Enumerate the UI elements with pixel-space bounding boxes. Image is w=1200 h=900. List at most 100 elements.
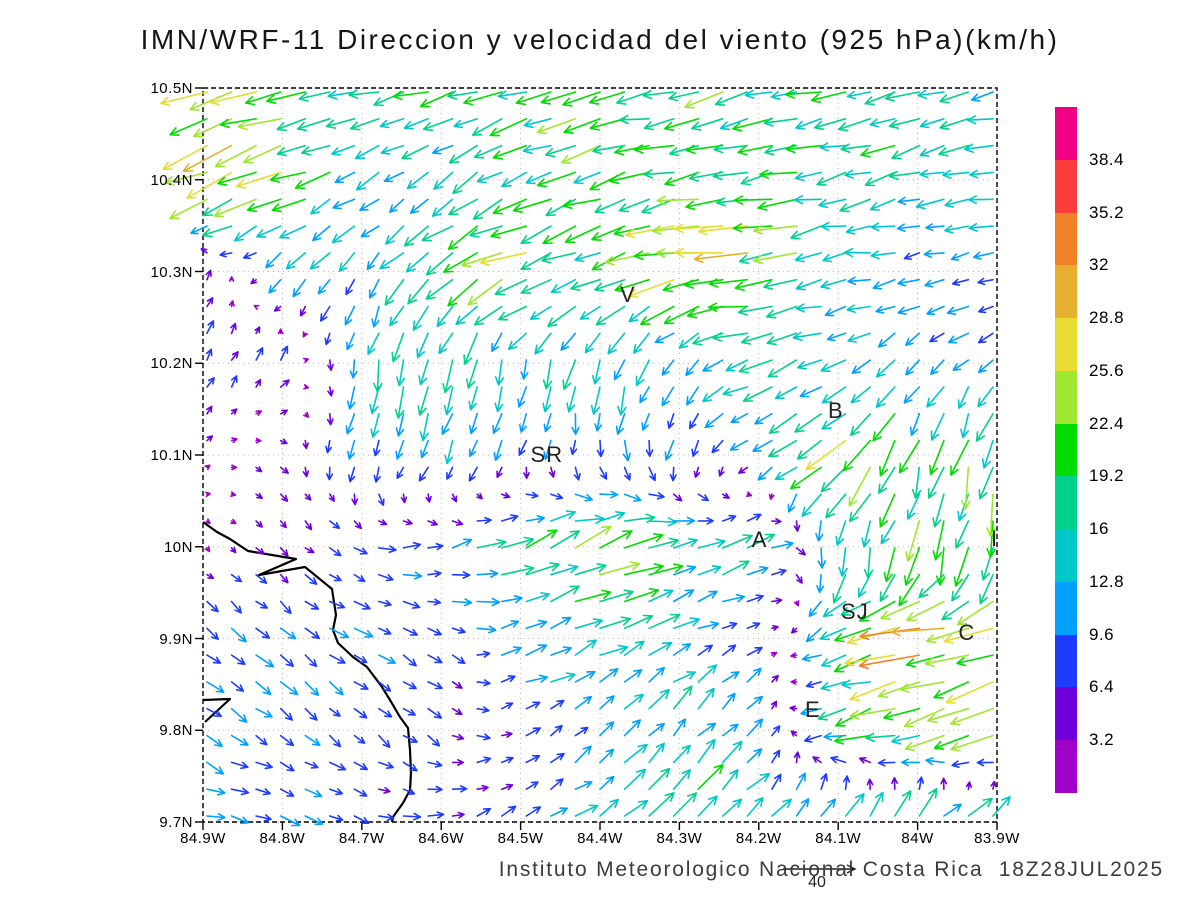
wind-arrow <box>940 777 948 790</box>
wind-arrow <box>367 332 380 355</box>
wind-arrow <box>255 573 268 584</box>
wind-arrow <box>702 359 724 372</box>
wind-arrow <box>746 594 764 603</box>
wind-arrow <box>905 520 921 562</box>
wind-arrow <box>255 466 263 473</box>
wind-arrow <box>599 748 615 764</box>
wind-arrow <box>737 144 773 156</box>
wind-arrow <box>766 332 798 346</box>
wind-arrow <box>616 91 650 105</box>
wind-arrow <box>492 198 528 215</box>
wind-arrow <box>550 585 580 603</box>
wind-arrow <box>950 252 970 261</box>
wind-arrow <box>425 252 454 276</box>
wind-arrow <box>545 198 577 217</box>
wind-arrow <box>672 768 691 790</box>
wind-arrow <box>371 305 380 328</box>
wind-arrow <box>402 518 413 526</box>
wind-arrow <box>394 386 405 419</box>
wind-arrow <box>379 118 405 129</box>
wind-arrow <box>301 144 331 156</box>
wind-arrow <box>468 466 478 482</box>
wind-arrow <box>819 627 847 641</box>
wind-arrow <box>930 413 945 441</box>
wind-arrow <box>722 740 743 764</box>
colorbar-segment <box>1055 423 1077 477</box>
wind-arrow <box>861 520 871 548</box>
wind-arrow <box>674 247 724 258</box>
wind-arrow <box>574 563 607 576</box>
wind-arrow <box>574 618 603 630</box>
wind-arrow <box>255 347 264 361</box>
wind-arrow <box>213 198 257 218</box>
wind-arrow <box>803 734 822 743</box>
wind-arrow <box>402 541 422 550</box>
wind-arrow <box>623 493 642 502</box>
wind-arrow <box>327 359 334 371</box>
wind-arrow <box>190 225 208 235</box>
wind-arrow <box>883 547 896 583</box>
wind-arrow <box>370 413 380 438</box>
wind-arrow <box>550 564 579 576</box>
wind-arrow <box>707 302 749 312</box>
wind-arrow <box>785 89 822 99</box>
wind-arrow <box>919 118 945 129</box>
wind-arrow <box>734 278 773 291</box>
wind-arrow <box>354 144 380 160</box>
city-label-c: C <box>958 619 976 645</box>
wind-arrow <box>898 573 921 607</box>
wind-arrow <box>501 536 535 549</box>
wind-arrow <box>466 359 478 389</box>
colorbar-segment <box>1055 476 1077 530</box>
wind-arrow <box>520 359 529 380</box>
wind-arrow <box>932 520 945 561</box>
wind-arrow <box>697 565 722 576</box>
wind-arrow <box>789 705 798 712</box>
wind-arrow <box>930 359 945 375</box>
wind-arrow <box>793 600 800 607</box>
wind-arrow <box>312 225 331 242</box>
wind-arrow <box>378 627 392 635</box>
wind-arrow <box>819 142 847 152</box>
wind-arrow <box>279 681 299 696</box>
wind-arrow <box>672 516 696 526</box>
wind-arrow <box>713 143 749 154</box>
wind-arrow <box>689 413 700 430</box>
colorbar-segment <box>1055 740 1077 794</box>
wind-arrow <box>595 305 626 326</box>
wind-arrow <box>574 493 593 502</box>
wind-arrow <box>476 516 492 525</box>
wind-arrow <box>859 600 896 622</box>
wind-arrow <box>489 118 528 137</box>
wind-arrow <box>820 681 847 691</box>
wind-arrow <box>712 332 749 342</box>
wind-arrow <box>447 278 478 307</box>
wind-arrow <box>279 493 289 502</box>
wind-arrow <box>525 491 539 499</box>
wind-arrow <box>975 413 994 442</box>
wind-arrow <box>536 171 577 188</box>
wind-arrow <box>879 493 896 528</box>
wind-arrow <box>202 198 233 217</box>
wind-arrow <box>972 251 994 260</box>
footer-datetime: 18Z28JUL2025 <box>998 858 1164 881</box>
wind-arrow <box>635 359 650 387</box>
wind-arrow <box>615 413 626 435</box>
wind-arrow <box>584 332 601 354</box>
wind-arrow <box>840 600 871 616</box>
wind-arrow <box>864 171 896 187</box>
wind-arrow <box>461 252 503 268</box>
wind-arrow <box>438 332 454 355</box>
wind-arrow <box>353 815 370 824</box>
wind-arrow <box>254 326 261 335</box>
wind-arrow <box>206 377 215 388</box>
wind-arrow <box>392 90 429 101</box>
wind-arrow <box>345 413 356 435</box>
wind-arrow <box>304 734 321 746</box>
wind-arrow <box>525 515 545 523</box>
wind-arrow <box>573 171 601 185</box>
wind-arrow <box>368 278 380 299</box>
wind-arrow <box>718 466 725 477</box>
wind-arrow <box>872 278 896 290</box>
